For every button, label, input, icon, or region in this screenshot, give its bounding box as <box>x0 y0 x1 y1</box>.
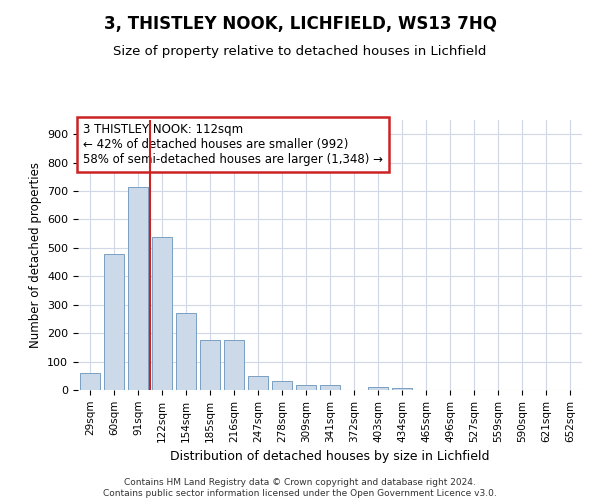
Y-axis label: Number of detached properties: Number of detached properties <box>29 162 41 348</box>
Text: Size of property relative to detached houses in Lichfield: Size of property relative to detached ho… <box>113 45 487 58</box>
Text: 3, THISTLEY NOOK, LICHFIELD, WS13 7HQ: 3, THISTLEY NOOK, LICHFIELD, WS13 7HQ <box>104 15 497 33</box>
Bar <box>200 340 220 390</box>
Bar <box>152 236 172 390</box>
Bar <box>248 376 268 390</box>
Text: Contains HM Land Registry data © Crown copyright and database right 2024.
Contai: Contains HM Land Registry data © Crown c… <box>103 478 497 498</box>
Text: 3 THISTLEY NOOK: 112sqm
← 42% of detached houses are smaller (992)
58% of semi-d: 3 THISTLEY NOOK: 112sqm ← 42% of detache… <box>83 122 383 166</box>
Bar <box>320 386 340 390</box>
X-axis label: Distribution of detached houses by size in Lichfield: Distribution of detached houses by size … <box>170 450 490 463</box>
Bar <box>104 254 124 390</box>
Bar <box>272 380 292 390</box>
Bar <box>176 314 196 390</box>
Bar <box>392 388 412 390</box>
Bar <box>128 187 148 390</box>
Bar <box>224 340 244 390</box>
Bar <box>80 373 100 390</box>
Bar <box>368 387 388 390</box>
Bar <box>296 386 316 390</box>
